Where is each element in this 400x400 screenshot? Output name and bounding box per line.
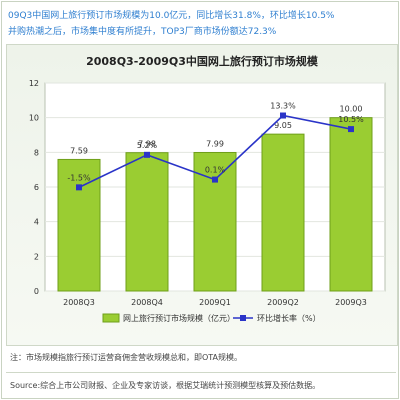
source-text: Source:综合上市公司财报、企业及专家访谈，根据艾瑞统计预测模型核算及预估数… (10, 381, 321, 390)
y-tick-label: 8 (34, 148, 39, 157)
growth-value-label: -1.5% (67, 173, 91, 182)
x-tick-label: 2009Q2 (267, 298, 299, 307)
x-tick-label: 2009Q1 (199, 298, 231, 307)
growth-point (280, 112, 286, 119)
x-tick-label: 2008Q4 (131, 298, 163, 307)
x-tick-label: 2008Q3 (63, 298, 95, 307)
growth-value-label: 10.5% (338, 115, 364, 124)
chart-title: 2008Q3-2009Q3中国网上旅行预订市场规模 (86, 55, 318, 68)
bar (329, 117, 373, 292)
legend-bar-swatch (102, 313, 120, 323)
bar-value-label: 9.05 (274, 121, 292, 130)
y-tick-label: 10 (29, 114, 39, 123)
legend-bar-label: 网上旅行预订市场规模（亿元） (123, 313, 235, 323)
bar-value-label: 7.98 (138, 140, 156, 149)
headline: 09Q3中国网上旅行预订市场规模为10.0亿元，同比增长31.8%，环比增长10… (8, 8, 396, 40)
y-tick-label: 0 (34, 287, 39, 296)
headline-line-2: 并购热潮之后，市场集中度有所提升，TOP3厂商市场份额达72.3% (8, 27, 277, 37)
x-tick-label: 2009Q3 (335, 298, 367, 307)
y-tick-label: 12 (29, 79, 39, 88)
legend-line-marker (240, 315, 246, 321)
bar-value-label: 7.59 (70, 146, 88, 155)
growth-point (76, 184, 82, 191)
legend-line-label: 环比增长率（%） (257, 313, 321, 323)
y-tick-label: 6 (34, 183, 39, 192)
headline-line-1: 09Q3中国网上旅行预订市场规模为10.0亿元，同比增长31.8%，环比增长10… (8, 11, 335, 21)
divider (6, 372, 396, 373)
y-tick-label: 2 (34, 252, 39, 261)
bar (261, 133, 305, 292)
growth-value-label: 13.3% (270, 102, 296, 111)
growth-point (348, 126, 354, 133)
y-tick-label: 4 (34, 218, 39, 227)
chart-note: 注：市场规模指旅行预订运营商佣金营收规模总和，即OTA规模。 (10, 353, 243, 362)
chart-svg: 0 2 4 6 8 10 12 7.59 2008Q3 7.98 2008Q4 7.99 2009Q1 9… (29, 79, 386, 323)
growth-point (144, 151, 150, 158)
growth-value-label: 5.2% (137, 141, 158, 150)
growth-value-label: 0.1% (205, 166, 226, 175)
bar-value-label: 10.00 (340, 105, 363, 114)
chart-panel: 2008Q3-2009Q3中国网上旅行预订市场规模 0 2 4 6 8 10 12 7.59 2… (6, 44, 398, 346)
growth-point (212, 176, 218, 183)
bar (193, 152, 237, 292)
bar-value-label: 7.99 (206, 140, 224, 149)
bar (125, 152, 169, 292)
